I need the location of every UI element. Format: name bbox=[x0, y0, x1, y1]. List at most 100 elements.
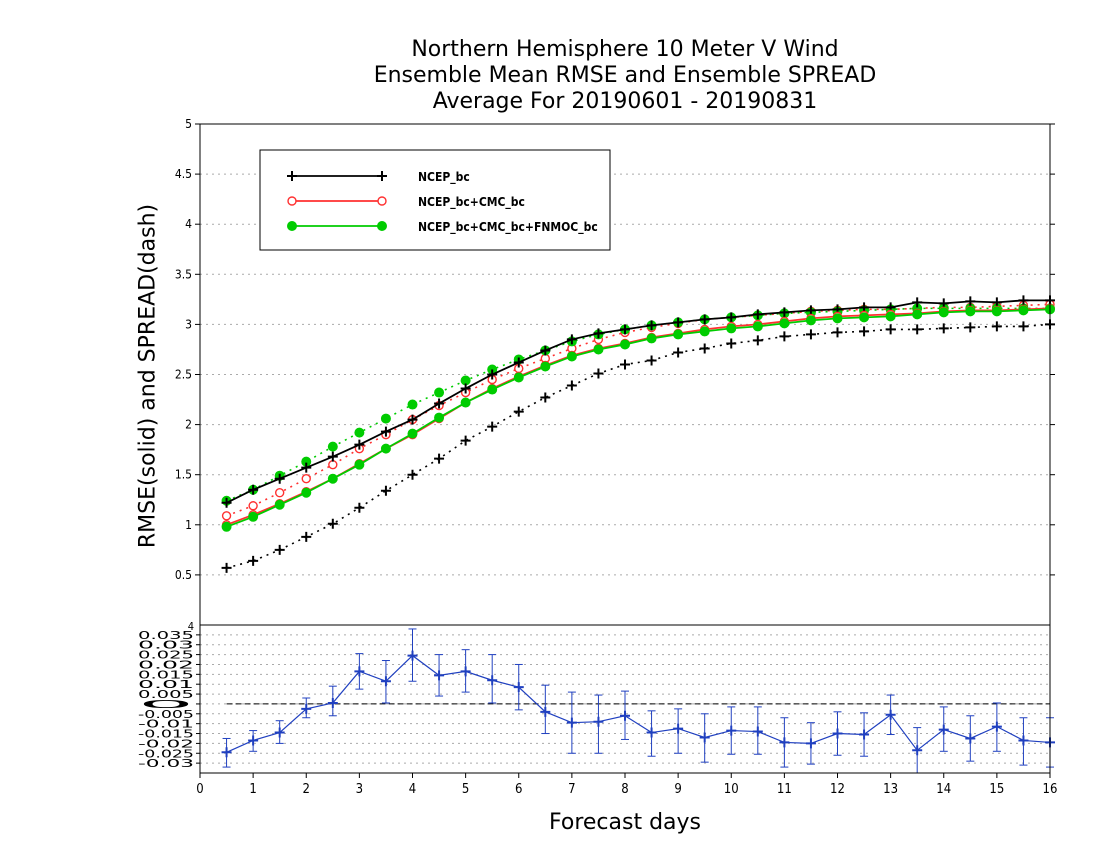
bottom-y-tick-label: -0.02 bbox=[138, 737, 194, 750]
chart-title-line-2: Ensemble Mean RMSE and Ensemble SPREAD bbox=[373, 63, 877, 88]
difference-point bbox=[301, 703, 312, 714]
rmse-point-2 bbox=[566, 351, 577, 362]
rmse-point-2 bbox=[938, 307, 949, 318]
rmse-point-2 bbox=[620, 339, 630, 350]
rmse-point-0 bbox=[699, 314, 710, 325]
spread-point-0 bbox=[248, 555, 259, 566]
difference-point bbox=[354, 666, 365, 677]
rmse-point-2 bbox=[460, 397, 471, 408]
spread-point-2 bbox=[380, 413, 391, 424]
rmse-point-2 bbox=[1018, 305, 1029, 316]
x-axis-label: Forecast days bbox=[548, 810, 701, 835]
spread-point-0 bbox=[593, 368, 604, 379]
rmse-point-0 bbox=[301, 462, 312, 473]
chart-title-line-3: Average For 20190601 - 20190831 bbox=[432, 89, 818, 114]
difference-point bbox=[991, 721, 1002, 732]
difference-line bbox=[226, 654, 1051, 753]
rmse-point-2 bbox=[859, 312, 870, 323]
difference-point bbox=[779, 737, 790, 748]
difference-point bbox=[912, 745, 923, 756]
rmse-point-0 bbox=[1018, 295, 1029, 306]
bottom-y-tick-label: -0.015 bbox=[138, 728, 194, 741]
spread-point-2 bbox=[327, 441, 338, 452]
bottom-y-tick-label: -0.03 bbox=[138, 757, 194, 770]
bottom-panel-grid bbox=[200, 634, 1050, 764]
x-tick-label: 8 bbox=[621, 782, 628, 797]
rmse-point-2 bbox=[434, 412, 445, 423]
rmse-point-2 bbox=[832, 313, 843, 324]
rmse-point-2 bbox=[487, 384, 498, 395]
spread-point-0 bbox=[301, 531, 312, 542]
rmse-line-0 bbox=[226, 299, 1050, 504]
x-tick-label: 9 bbox=[674, 782, 681, 797]
rmse-point-2 bbox=[274, 499, 285, 510]
x-tick-label: 2 bbox=[303, 782, 310, 797]
spread-point-0 bbox=[460, 435, 471, 446]
rmse-point-2 bbox=[779, 318, 790, 329]
bottom-y-tick-label: 0 bbox=[138, 698, 194, 711]
rmse-point-0 bbox=[354, 439, 365, 450]
difference-point bbox=[832, 728, 843, 739]
spread-point-0 bbox=[221, 562, 232, 573]
spread-point-0 bbox=[274, 544, 285, 555]
spread-point-1 bbox=[274, 488, 285, 498]
spread-point-0 bbox=[620, 359, 630, 370]
difference-point bbox=[699, 732, 710, 743]
rmse-point-0 bbox=[487, 369, 498, 380]
top-y-tick-label: 2 bbox=[185, 418, 192, 432]
top-panel-grid bbox=[200, 173, 1050, 576]
difference-point bbox=[620, 710, 630, 721]
rmse-point-0 bbox=[566, 334, 577, 345]
spread-line-0 bbox=[226, 323, 1051, 569]
rmse-point-0 bbox=[779, 307, 790, 318]
spread-point-0 bbox=[327, 518, 338, 529]
difference-point bbox=[327, 697, 338, 708]
top-y-tick-label: 0.5 bbox=[175, 568, 192, 582]
legend-marker-end-1 bbox=[377, 196, 387, 206]
x-tick-label: 3 bbox=[356, 782, 363, 797]
rmse-point-0 bbox=[248, 484, 259, 495]
difference-point bbox=[859, 729, 870, 740]
rmse-point-2 bbox=[912, 309, 923, 320]
top-y-tick-label: 2.5 bbox=[175, 368, 192, 382]
rmse-point-0 bbox=[912, 297, 923, 308]
top-y-tick-label: 4.5 bbox=[175, 167, 192, 181]
rmse-point-0 bbox=[327, 451, 338, 462]
spread-point-0 bbox=[912, 324, 923, 335]
spread-point-0 bbox=[832, 327, 843, 338]
spread-point-0 bbox=[646, 355, 657, 366]
bottom-y-top-label: 4 bbox=[188, 620, 194, 633]
rmse-point-0 bbox=[965, 296, 976, 307]
top-panel-series bbox=[221, 295, 1055, 573]
bottom-y-tick-label: 0.035 bbox=[138, 629, 194, 642]
difference-point bbox=[1018, 735, 1029, 746]
rmse-point-2 bbox=[248, 511, 259, 522]
rmse-point-2 bbox=[221, 521, 232, 532]
rmse-point-0 bbox=[460, 383, 471, 394]
spread-point-0 bbox=[859, 326, 870, 337]
legend-label-0: NCEP_bc bbox=[418, 170, 470, 185]
bottom-y-tick-label: 0.005 bbox=[138, 688, 194, 701]
difference-point bbox=[540, 706, 551, 717]
spread-point-0 bbox=[779, 331, 790, 342]
spread-point-0 bbox=[938, 323, 949, 334]
spread-line-2 bbox=[226, 307, 1050, 502]
bottom-y-tick-label: 0.02 bbox=[138, 658, 194, 671]
bottom-y-tick-label: 0.03 bbox=[138, 639, 194, 652]
x-tick-label: 10 bbox=[724, 782, 739, 797]
difference-point bbox=[885, 709, 896, 720]
top-y-tick-label: 1.5 bbox=[175, 468, 192, 482]
rmse-point-0 bbox=[221, 497, 232, 508]
rmse-point-2 bbox=[699, 326, 710, 337]
rmse-point-2 bbox=[407, 428, 418, 439]
legend-marker-start-0 bbox=[287, 171, 297, 181]
spread-point-0 bbox=[965, 322, 976, 333]
spread-point-2 bbox=[434, 387, 445, 398]
bottom-y-tick-label: 0.01 bbox=[138, 678, 194, 691]
rmse-point-2 bbox=[513, 372, 524, 383]
legend-box bbox=[259, 149, 611, 251]
x-tick-label: 5 bbox=[462, 782, 469, 797]
rmse-point-0 bbox=[620, 324, 630, 335]
rmse-point-2 bbox=[593, 344, 604, 355]
difference-point bbox=[221, 747, 232, 758]
